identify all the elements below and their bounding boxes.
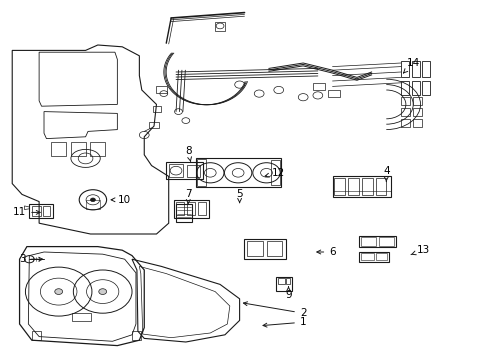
Bar bbox=[51, 142, 66, 156]
Text: 14: 14 bbox=[403, 58, 419, 73]
Bar bbox=[375, 178, 386, 195]
Text: 8: 8 bbox=[184, 146, 191, 162]
Bar bbox=[327, 90, 339, 97]
Bar bbox=[266, 241, 282, 256]
Text: 6: 6 bbox=[316, 247, 335, 257]
Bar bbox=[186, 202, 195, 215]
Bar bbox=[400, 97, 409, 105]
Bar bbox=[412, 108, 421, 116]
Bar bbox=[422, 61, 429, 77]
Bar bbox=[359, 236, 395, 247]
Bar bbox=[85, 200, 100, 209]
Text: 3: 3 bbox=[19, 254, 42, 264]
Bar bbox=[42, 206, 50, 216]
Bar bbox=[71, 142, 85, 156]
Bar bbox=[285, 278, 290, 284]
Bar bbox=[375, 253, 386, 260]
Bar bbox=[176, 202, 184, 215]
Bar bbox=[347, 178, 358, 195]
Bar bbox=[334, 178, 345, 195]
Bar bbox=[246, 241, 262, 256]
Bar bbox=[400, 119, 409, 127]
Text: 9: 9 bbox=[285, 287, 291, 300]
Bar bbox=[412, 97, 421, 105]
Text: 4: 4 bbox=[382, 166, 389, 181]
Bar bbox=[332, 176, 390, 197]
Bar bbox=[412, 119, 421, 127]
Bar bbox=[152, 106, 161, 112]
Bar bbox=[176, 204, 191, 222]
Text: 10: 10 bbox=[111, 195, 131, 205]
Bar bbox=[215, 22, 224, 31]
Bar bbox=[411, 61, 419, 77]
Bar bbox=[422, 81, 429, 95]
Bar bbox=[195, 158, 281, 187]
Bar bbox=[168, 164, 183, 177]
Bar bbox=[360, 253, 373, 260]
Bar bbox=[196, 159, 206, 186]
Text: 7: 7 bbox=[184, 189, 191, 203]
Bar bbox=[186, 165, 200, 177]
Text: 5: 5 bbox=[236, 189, 243, 203]
Bar bbox=[411, 81, 419, 95]
Bar bbox=[166, 162, 203, 179]
Bar bbox=[360, 237, 375, 246]
Bar bbox=[276, 277, 291, 291]
Bar bbox=[149, 122, 159, 128]
Bar bbox=[90, 142, 105, 156]
Bar bbox=[29, 204, 53, 218]
Bar bbox=[312, 83, 325, 90]
Bar bbox=[400, 61, 408, 77]
Text: 11: 11 bbox=[13, 207, 40, 217]
Bar bbox=[378, 237, 393, 246]
Bar bbox=[361, 178, 372, 195]
Text: 1: 1 bbox=[263, 317, 306, 327]
Circle shape bbox=[55, 289, 62, 294]
Bar bbox=[197, 202, 205, 215]
Bar bbox=[72, 313, 91, 321]
Bar bbox=[277, 278, 284, 284]
Text: 13: 13 bbox=[410, 245, 429, 255]
Bar bbox=[400, 81, 408, 95]
Text: 2: 2 bbox=[243, 302, 306, 318]
Bar bbox=[400, 108, 409, 116]
Bar bbox=[32, 206, 41, 216]
Circle shape bbox=[99, 289, 106, 294]
Circle shape bbox=[90, 198, 95, 202]
Bar bbox=[271, 160, 280, 185]
Bar bbox=[156, 86, 167, 93]
Bar bbox=[359, 252, 388, 262]
Bar bbox=[132, 331, 141, 340]
Bar bbox=[32, 331, 41, 340]
Bar bbox=[244, 239, 285, 259]
Bar bbox=[173, 200, 208, 218]
Text: 12: 12 bbox=[264, 168, 285, 178]
